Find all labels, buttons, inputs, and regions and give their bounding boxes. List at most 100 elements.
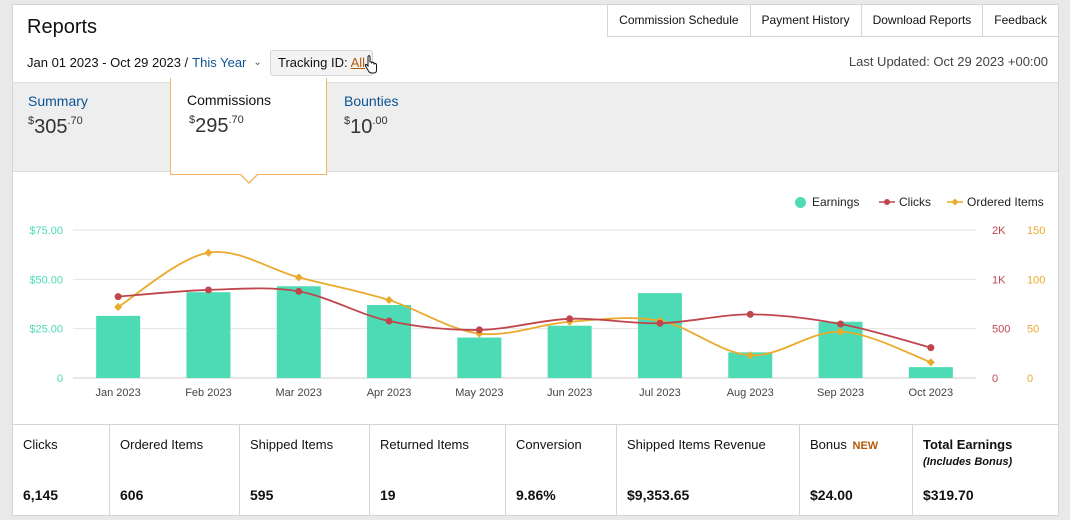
earnings-legend-icon <box>795 196 806 208</box>
right-axis-ordered-tick: 0 <box>1027 373 1033 385</box>
date-range-text: Jan 01 2023 - Oct 29 2023 / <box>27 55 189 70</box>
legend-earnings-label: Earnings <box>812 195 860 209</box>
earnings-bar <box>96 315 141 378</box>
period-link[interactable]: This Year <box>192 55 247 70</box>
right-axis-clicks-tick: 500 <box>992 324 1010 336</box>
left-axis-tick: 0 <box>57 373 63 385</box>
tracking-id-dropdown[interactable]: Tracking ID: All <box>270 50 374 76</box>
x-axis-label: Mar 2023 <box>276 387 322 399</box>
stat-ordered-items-value: 606 <box>120 487 144 503</box>
clicks-point <box>385 317 393 325</box>
earnings-bar <box>276 286 321 378</box>
legend-clicks-label: Clicks <box>899 195 931 209</box>
x-axis-label: Jun 2023 <box>547 387 592 399</box>
x-axis-label: Aug 2023 <box>727 387 774 399</box>
last-updated: Last Updated: Oct 29 2023 +00:00 <box>848 54 1048 69</box>
ordered-items-point <box>114 302 123 311</box>
tab-commissions[interactable]: Commissions $295.70 <box>170 78 327 175</box>
left-axis-tick: $50.00 <box>29 274 63 286</box>
tab-bounties-amount: $10.00 <box>344 115 388 138</box>
clicks-point <box>837 320 845 328</box>
ordered-items-point <box>746 351 755 360</box>
earnings-bar <box>908 367 953 378</box>
tracking-id-value[interactable]: All <box>350 55 366 70</box>
earnings-bar <box>457 337 502 378</box>
tab-bounties[interactable]: Bounties $10.00 <box>344 83 398 139</box>
x-axis-label: May 2023 <box>455 387 503 399</box>
new-badge: NEW <box>852 440 879 452</box>
clicks-point <box>475 326 483 334</box>
stat-clicks-value: 6,145 <box>23 487 59 503</box>
clicks-legend-icon <box>879 199 895 205</box>
right-axis-ordered-tick: 50 <box>1027 324 1039 336</box>
x-axis-label: Oct 2023 <box>909 387 954 399</box>
clicks-point <box>566 315 574 323</box>
date-range-selector[interactable]: Jan 01 2023 - Oct 29 2023 / This Year ⌄ <box>27 55 262 70</box>
clicks-line <box>118 287 932 349</box>
stat-revenue-value: $9,353.65 <box>627 487 690 503</box>
ordered-items-line <box>117 251 932 364</box>
stat-clicks-label: Clicks <box>23 437 58 452</box>
stat-conversion-value: 9.86% <box>516 487 556 503</box>
x-axis-label: Sep 2023 <box>817 387 864 399</box>
ordered-items-point <box>204 248 213 257</box>
tab-commissions-amount: $295.70 <box>189 114 244 137</box>
ordered-items-point <box>385 296 394 305</box>
tab-summary-amount: $305.70 <box>28 115 83 138</box>
stat-clicks: Clicks 6,145 <box>13 425 110 516</box>
earnings-chart: $75.00 2K 150$50.00 1K 100$25.00 500 500 0 0Jan … <box>29 225 1045 399</box>
reports-panel: Reports Commission Schedule Payment Hist… <box>12 4 1059 516</box>
left-axis-tick: $25.00 <box>29 324 63 336</box>
stats-row: Clicks 6,145 Ordered Items 606 Shipped I… <box>13 424 1058 516</box>
stat-ordered-items: Ordered Items 606 <box>110 425 240 516</box>
stat-total-earnings-label: Total Earnings <box>923 437 1013 452</box>
stat-revenue-label: Shipped Items Revenue <box>627 437 766 452</box>
tab-bounties-label: Bounties <box>344 93 399 109</box>
right-axis-ordered-tick: 100 <box>1027 274 1045 286</box>
clicks-point <box>746 310 754 318</box>
ordered-items-point <box>294 273 303 282</box>
clicks-point <box>204 286 212 294</box>
hand-cursor-icon <box>364 55 377 74</box>
legend-ordered-items-label: Ordered Items <box>967 195 1044 209</box>
clicks-point <box>927 344 935 352</box>
stat-bonus-label: Bonus NEW <box>810 437 879 452</box>
tab-summary[interactable]: Summary $305.70 <box>28 83 88 139</box>
stat-returned-items: Returned Items 19 <box>370 425 506 516</box>
clicks-point <box>656 319 664 327</box>
chevron-down-icon[interactable]: ⌄ <box>253 57 262 68</box>
stat-bonus-value: $24.00 <box>810 487 853 503</box>
stat-shipped-items-label: Shipped Items <box>250 437 334 452</box>
right-axis-clicks-tick: 1K <box>992 274 1006 286</box>
payment-history-button[interactable]: Payment History <box>751 5 862 36</box>
left-axis-tick: $75.00 <box>29 225 63 237</box>
ordered-items-point <box>926 358 935 367</box>
stat-total-earnings-sub: (Includes Bonus) <box>923 456 1013 468</box>
stat-conversion: Conversion 9.86% <box>506 425 617 516</box>
right-axis-clicks-tick: 2K <box>992 225 1006 237</box>
right-axis-ordered-tick: 150 <box>1027 225 1045 237</box>
clicks-point <box>295 287 303 295</box>
legend-earnings[interactable]: Earnings <box>795 195 859 209</box>
feedback-button[interactable]: Feedback <box>994 13 1047 27</box>
x-axis-label: Jul 2023 <box>639 387 681 399</box>
download-reports-button[interactable]: Download Reports <box>862 5 984 36</box>
stat-ordered-items-label: Ordered Items <box>120 437 204 452</box>
stat-shipped-items-value: 595 <box>250 487 274 503</box>
stat-conversion-label: Conversion <box>516 437 582 452</box>
ordered-items-point <box>836 327 845 336</box>
legend-clicks[interactable]: Clicks <box>879 195 931 209</box>
x-axis-label: Feb 2023 <box>185 387 231 399</box>
x-axis-label: Jan 2023 <box>96 387 141 399</box>
top-nav: Commission Schedule Payment History Down… <box>607 5 1058 37</box>
tracking-id-label: Tracking ID: <box>278 55 348 70</box>
right-axis-clicks-tick: 0 <box>992 373 998 385</box>
legend-ordered-items[interactable]: Ordered Items <box>947 195 1044 209</box>
tab-summary-label: Summary <box>28 93 88 109</box>
x-axis-label: Apr 2023 <box>367 387 412 399</box>
stat-shipped-items: Shipped Items 595 <box>240 425 370 516</box>
commission-schedule-button[interactable]: Commission Schedule <box>608 5 751 36</box>
stat-shipped-items-revenue: Shipped Items Revenue $9,353.65 <box>617 425 800 516</box>
stat-returned-items-label: Returned Items <box>380 437 469 452</box>
stat-bonus: Bonus NEW $24.00 <box>800 425 913 516</box>
